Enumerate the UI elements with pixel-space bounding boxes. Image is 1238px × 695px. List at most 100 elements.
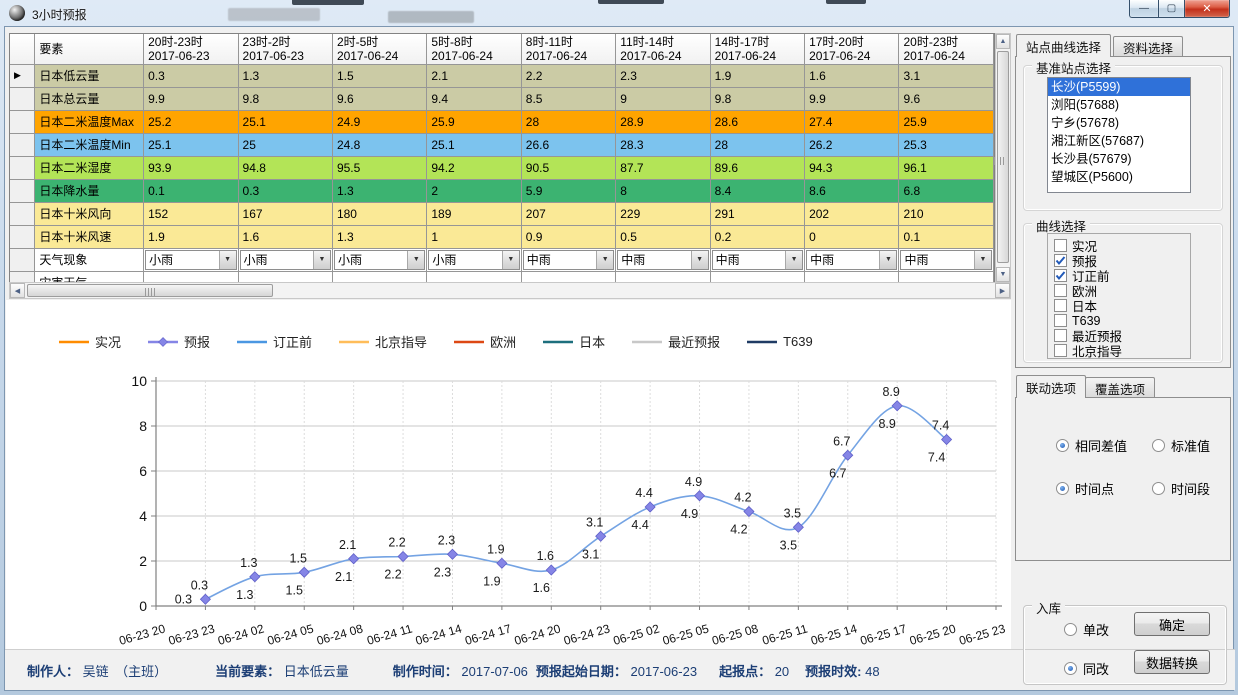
chevron-down-icon[interactable]: ▼ bbox=[596, 250, 614, 269]
station-list-item[interactable]: 浏阳(57688) bbox=[1051, 98, 1120, 112]
data-convert-button[interactable]: 数据转换 bbox=[1134, 650, 1210, 674]
weather-combobox[interactable]: 中雨 ▼ bbox=[900, 249, 992, 270]
option-radio[interactable]: 时间段 bbox=[1152, 479, 1210, 498]
grid-cell[interactable]: 152 bbox=[143, 202, 239, 226]
data-point-marker[interactable] bbox=[792, 521, 804, 533]
data-point-marker[interactable] bbox=[891, 400, 903, 412]
weather-combobox[interactable]: 小雨 ▼ bbox=[239, 249, 331, 270]
grid-cell[interactable]: 9.8 bbox=[238, 87, 333, 111]
grid-cell[interactable]: 2.1 bbox=[426, 64, 522, 88]
scroll-right-icon[interactable]: ▶ bbox=[995, 283, 1010, 298]
grid-cell[interactable]: 210 bbox=[898, 202, 994, 226]
checkbox-icon[interactable] bbox=[1054, 254, 1067, 267]
grid-cell[interactable]: 25 bbox=[238, 133, 333, 157]
radio-icon[interactable] bbox=[1064, 623, 1077, 636]
grid-cell[interactable] bbox=[804, 271, 900, 282]
row-selector-cell[interactable] bbox=[10, 225, 36, 249]
grid-cell[interactable]: 28 bbox=[710, 133, 806, 157]
weather-combobox[interactable]: 中雨 ▼ bbox=[806, 249, 898, 270]
grid-cell[interactable]: 小雨 ▼ bbox=[143, 248, 239, 272]
grid-cell[interactable] bbox=[143, 271, 239, 282]
grid-cell[interactable]: 25.9 bbox=[898, 110, 994, 134]
grid-cell[interactable]: 25.3 bbox=[898, 133, 994, 157]
curve-check-row[interactable]: 欧洲 bbox=[1054, 283, 1190, 299]
grid-cell[interactable] bbox=[710, 271, 806, 282]
grid-cell[interactable] bbox=[898, 271, 994, 282]
scroll-left-icon[interactable]: ◀ bbox=[10, 283, 25, 298]
checkbox-icon[interactable] bbox=[1054, 299, 1067, 312]
grid-cell[interactable]: 9.4 bbox=[426, 87, 522, 111]
grid-cell[interactable]: 95.5 bbox=[332, 156, 428, 180]
data-point-marker[interactable] bbox=[199, 593, 211, 605]
option-radio[interactable]: 时间点 bbox=[1056, 479, 1152, 498]
grid-cell[interactable]: 1.5 bbox=[332, 64, 428, 88]
scroll-down-icon[interactable]: ▼ bbox=[996, 267, 1010, 282]
tab-station-curve-select[interactable]: 站点曲线选择 bbox=[1016, 34, 1112, 57]
grid-cell[interactable] bbox=[615, 271, 711, 282]
grid-cell[interactable]: 25.2 bbox=[143, 110, 239, 134]
row-selector-cell[interactable] bbox=[10, 179, 36, 203]
radio-icon[interactable] bbox=[1056, 439, 1069, 452]
weather-combobox[interactable]: 中雨 ▼ bbox=[617, 249, 709, 270]
grid-cell[interactable]: 207 bbox=[521, 202, 617, 226]
grid-cell[interactable]: 0.1 bbox=[143, 179, 239, 203]
chevron-down-icon[interactable]: ▼ bbox=[974, 250, 991, 269]
horizontal-scroll-thumb[interactable] bbox=[27, 284, 273, 297]
grid-cell[interactable]: 中雨 ▼ bbox=[898, 248, 994, 272]
storage-radio[interactable]: 同改 bbox=[1064, 659, 1109, 678]
grid-cell[interactable]: 0 bbox=[804, 225, 900, 249]
curve-check-row[interactable]: 订正前 bbox=[1054, 268, 1190, 284]
grid-cell[interactable]: 5.9 bbox=[521, 179, 617, 203]
grid-cell[interactable]: 0.2 bbox=[710, 225, 806, 249]
radio-icon[interactable] bbox=[1152, 439, 1165, 452]
grid-cell[interactable]: 89.6 bbox=[710, 156, 806, 180]
chevron-down-icon[interactable]: ▼ bbox=[690, 250, 708, 269]
weather-combobox[interactable]: 中雨 ▼ bbox=[711, 249, 804, 270]
grid-cell[interactable]: 24.8 bbox=[332, 133, 428, 157]
grid-cell[interactable]: 180 bbox=[332, 202, 428, 226]
row-selector-cell[interactable] bbox=[10, 156, 36, 180]
grid-cell[interactable]: 3.1 bbox=[898, 64, 994, 88]
checkbox-icon[interactable] bbox=[1054, 269, 1067, 282]
grid-cell[interactable]: 229 bbox=[615, 202, 711, 226]
grid-cell[interactable]: 1 bbox=[426, 225, 522, 249]
grid-cell[interactable]: 8.4 bbox=[710, 179, 806, 203]
data-point-marker[interactable] bbox=[842, 449, 854, 461]
checkbox-icon[interactable] bbox=[1054, 314, 1067, 327]
row-selector-cell[interactable] bbox=[10, 271, 36, 282]
grid-cell[interactable]: 9.6 bbox=[898, 87, 994, 111]
station-list-item[interactable]: 宁乡(57678) bbox=[1051, 116, 1120, 130]
grid-cell[interactable] bbox=[521, 271, 617, 282]
grid-cell[interactable]: 26.6 bbox=[521, 133, 617, 157]
grid-cell[interactable]: 25.1 bbox=[238, 110, 333, 134]
data-point-marker[interactable] bbox=[693, 490, 706, 502]
option-radio[interactable]: 相同差值 bbox=[1056, 436, 1152, 455]
grid-cell[interactable]: 1.6 bbox=[804, 64, 900, 88]
tab-link-options[interactable]: 联动选项 bbox=[1016, 375, 1087, 398]
scroll-up-icon[interactable]: ▲ bbox=[996, 34, 1010, 49]
row-selector-cell[interactable] bbox=[10, 110, 36, 134]
row-selector-cell[interactable] bbox=[10, 202, 36, 226]
grid-cell[interactable]: 中雨 ▼ bbox=[615, 248, 711, 272]
tab-overlay-options[interactable]: 覆盖选项 bbox=[1085, 377, 1156, 398]
grid-cell[interactable]: 小雨 ▼ bbox=[238, 248, 333, 272]
grid-cell[interactable]: 2 bbox=[426, 179, 522, 203]
grid-cell[interactable]: 9.8 bbox=[710, 87, 806, 111]
row-selector-cell[interactable] bbox=[10, 133, 36, 157]
grid-cell[interactable]: 中雨 ▼ bbox=[710, 248, 806, 272]
curve-check-row[interactable]: 日本 bbox=[1054, 298, 1190, 314]
grid-cell[interactable]: 202 bbox=[804, 202, 900, 226]
grid-cell[interactable]: 28 bbox=[521, 110, 617, 134]
radio-icon[interactable] bbox=[1056, 482, 1069, 495]
grid-horizontal-scrollbar[interactable]: ◀ ▶ bbox=[9, 282, 1011, 299]
chevron-down-icon[interactable]: ▼ bbox=[879, 250, 897, 269]
grid-cell[interactable]: 96.1 bbox=[898, 156, 994, 180]
grid-cell[interactable]: 9 bbox=[615, 87, 711, 111]
chevron-down-icon[interactable]: ▼ bbox=[218, 250, 236, 269]
radio-icon[interactable] bbox=[1152, 482, 1165, 495]
grid-cell[interactable] bbox=[426, 271, 522, 282]
storage-radio[interactable]: 单改 bbox=[1064, 620, 1109, 639]
curve-check-row[interactable]: T639 bbox=[1054, 313, 1190, 328]
grid-cell[interactable]: 26.2 bbox=[804, 133, 900, 157]
grid-cell[interactable]: 中雨 ▼ bbox=[521, 248, 617, 272]
